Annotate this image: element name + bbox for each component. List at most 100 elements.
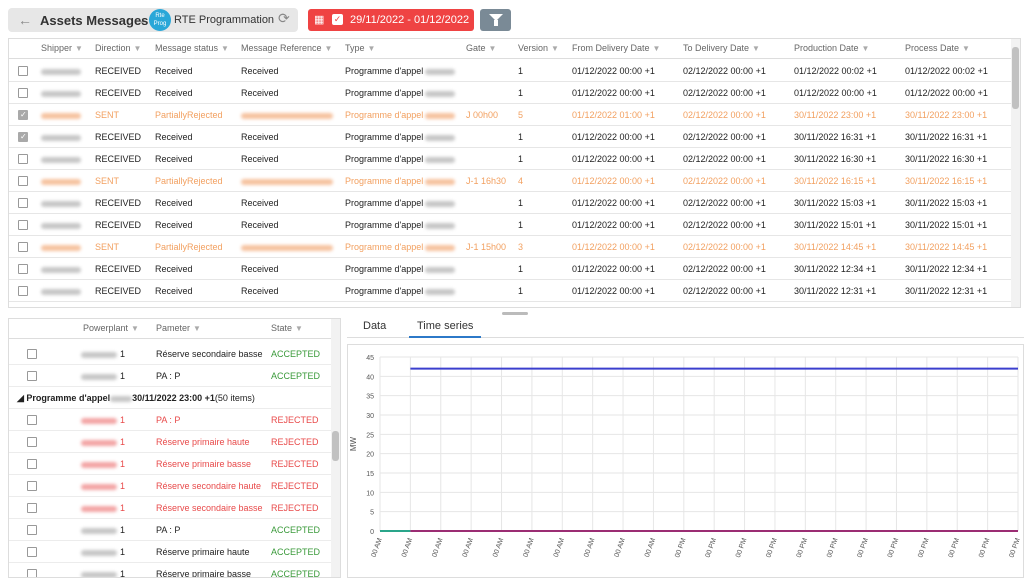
production-cell: 30/11/2022 14:45 +1	[794, 242, 877, 252]
column-header[interactable]: From Delivery Date ▼	[572, 43, 660, 53]
column-header[interactable]: Shipper ▼	[41, 43, 83, 53]
column-header[interactable]: Message status ▼	[155, 43, 229, 53]
x-tick-label: 00 PM	[948, 537, 962, 559]
tab-data[interactable]: Data	[363, 320, 387, 332]
filter-icon[interactable]: ▼	[193, 324, 201, 333]
row-checkbox[interactable]	[18, 132, 28, 142]
shipper-cell	[41, 154, 81, 164]
filter-icon[interactable]: ▼	[75, 44, 83, 53]
filter-icon[interactable]: ▼	[131, 324, 139, 333]
back-arrow-icon[interactable]: ←	[18, 12, 32, 28]
column-header[interactable]: Message Reference ▼	[241, 43, 332, 53]
list-item[interactable]: 1 Réserve primaire basse REJECTED	[9, 453, 331, 475]
filter-icon[interactable]: ▼	[133, 44, 142, 53]
row-checkbox[interactable]	[18, 220, 28, 230]
list-item[interactable]: 1 Réserve primaire haute ACCEPTED	[9, 541, 331, 563]
filter-icon[interactable]: ▼	[551, 44, 559, 53]
row-checkbox[interactable]	[27, 437, 37, 447]
row-checkbox[interactable]	[27, 371, 37, 381]
list-item[interactable]: 1 Réserve secondaire basse REJECTED	[9, 497, 331, 519]
panel-splitter[interactable]	[502, 312, 528, 315]
production-cell: 30/11/2022 16:31 +1	[794, 132, 877, 142]
list-item[interactable]: 1 Réserve secondaire haute REJECTED	[9, 475, 331, 497]
filter-icon[interactable]: ▼	[752, 44, 760, 53]
expand-icon[interactable]: ◢	[17, 393, 27, 403]
filter-icon[interactable]: ▼	[367, 44, 376, 53]
table-row[interactable]: SENT PartiallyRejected Programme d'appel J-…	[9, 236, 1012, 258]
group-row[interactable]: ◢ Programme d'appel 30/11/2022 23:00 +1(5…	[9, 387, 331, 409]
redacted-text	[425, 244, 456, 251]
column-header[interactable]: Version ▼	[518, 43, 559, 53]
production-cell: 30/11/2022 15:01 +1	[794, 220, 877, 230]
row-checkbox[interactable]	[18, 66, 28, 76]
detail-scrollbar[interactable]	[331, 319, 340, 577]
filter-icon[interactable]: ▼	[488, 44, 497, 53]
list-item[interactable]: 1 Réserve primaire haute REJECTED	[9, 431, 331, 453]
list-item[interactable]: 1 PA : P ACCEPTED	[9, 365, 331, 387]
refresh-icon[interactable]: ⟳	[278, 10, 290, 26]
row-checkbox[interactable]	[27, 415, 37, 425]
powerplant-cell: 1	[81, 525, 125, 535]
tab-time-series[interactable]: Time series	[409, 320, 482, 338]
row-checkbox[interactable]	[18, 286, 28, 296]
process-cell: 30/11/2022 14:45 +1	[905, 242, 988, 252]
row-checkbox[interactable]	[27, 569, 37, 577]
column-header[interactable]: Direction ▼	[95, 43, 141, 53]
redacted-text	[81, 549, 117, 556]
version-cell: 5	[518, 110, 524, 120]
list-item[interactable]: 1 Réserve secondaire basse ACCEPTED	[9, 343, 331, 365]
column-header[interactable]: Production Date ▼	[794, 43, 869, 53]
column-header[interactable]: Powerplant ▼	[83, 323, 139, 333]
filter-icon[interactable]: ▼	[221, 44, 229, 53]
state-cell: REJECTED	[271, 481, 319, 491]
filter-button[interactable]	[480, 9, 511, 31]
row-checkbox[interactable]	[27, 547, 37, 557]
table-row[interactable]: RECEIVED Received Received Programme d'appe…	[9, 280, 1012, 302]
table-row[interactable]: RECEIVED Received Received Programme d'appe…	[9, 126, 1012, 148]
column-header[interactable]: State ▼	[271, 323, 303, 333]
detail-scroll-thumb[interactable]	[332, 431, 339, 461]
powerplant-cell: 1	[81, 415, 125, 425]
column-header[interactable]: To Delivery Date ▼	[683, 43, 760, 53]
reference-cell: Received	[241, 132, 279, 142]
list-item[interactable]: 1 PA : P REJECTED	[9, 409, 331, 431]
date-range-button[interactable]: ▦ ✓ 29/11/2022 - 01/12/2022	[308, 9, 474, 31]
column-header[interactable]: Gate ▼	[466, 43, 496, 53]
row-checkbox[interactable]	[27, 459, 37, 469]
production-cell: 30/11/2022 23:00 +1	[794, 110, 877, 120]
row-checkbox[interactable]	[18, 88, 28, 98]
table-row[interactable]: RECEIVED Received Received Programme d'appe…	[9, 60, 1012, 82]
direction-cell: RECEIVED	[95, 286, 142, 296]
row-checkbox[interactable]	[27, 525, 37, 535]
filter-icon[interactable]: ▼	[295, 324, 303, 333]
row-checkbox[interactable]	[18, 110, 28, 120]
table-row[interactable]: SENT PartiallyRejected Programme d'appel J …	[9, 104, 1012, 126]
row-checkbox[interactable]	[27, 503, 37, 513]
column-header[interactable]: Pameter ▼	[156, 323, 201, 333]
list-item[interactable]: 1 PA : P ACCEPTED	[9, 519, 331, 541]
row-checkbox[interactable]	[18, 176, 28, 186]
list-item[interactable]: 1 Réserve primaire basse ACCEPTED	[9, 563, 331, 577]
table-row[interactable]: SENT PartiallyRejected Programme d'appel J-…	[9, 170, 1012, 192]
row-checkbox[interactable]	[18, 242, 28, 252]
title-separator: -	[140, 14, 144, 28]
row-checkbox[interactable]	[18, 154, 28, 164]
table-row[interactable]: RECEIVED Received Received Programme d'appe…	[9, 192, 1012, 214]
grid-scrollbar[interactable]	[1011, 39, 1020, 307]
filter-icon[interactable]: ▼	[962, 44, 970, 53]
column-header[interactable]: Type ▼	[345, 43, 375, 53]
grid-scroll-thumb[interactable]	[1012, 47, 1019, 109]
row-checkbox[interactable]	[27, 349, 37, 359]
filter-icon[interactable]: ▼	[324, 44, 333, 53]
table-row[interactable]: RECEIVED Received Received Programme d'appe…	[9, 214, 1012, 236]
column-header[interactable]: Process Date ▼	[905, 43, 970, 53]
row-checkbox[interactable]	[18, 264, 28, 274]
filter-icon[interactable]: ▼	[861, 44, 870, 53]
table-row[interactable]: RECEIVED Received Received Programme d'appe…	[9, 82, 1012, 104]
column-header-label: Version	[518, 43, 549, 53]
row-checkbox[interactable]	[18, 198, 28, 208]
filter-icon[interactable]: ▼	[652, 44, 661, 53]
row-checkbox[interactable]	[27, 481, 37, 491]
table-row[interactable]: RECEIVED Received Received Programme d'appe…	[9, 148, 1012, 170]
table-row[interactable]: RECEIVED Received Received Programme d'appe…	[9, 258, 1012, 280]
